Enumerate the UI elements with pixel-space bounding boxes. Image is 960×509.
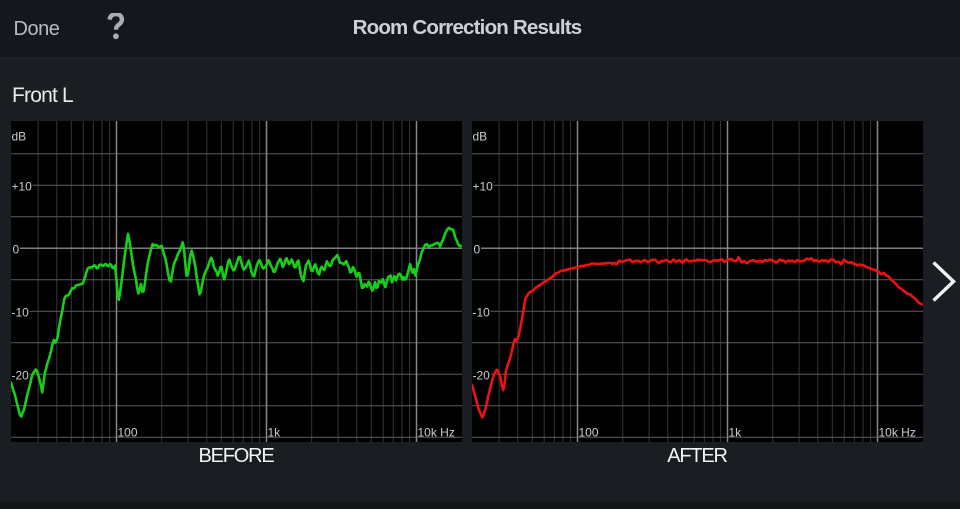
svg-text:-20: -20 bbox=[472, 368, 490, 382]
svg-text:dB: dB bbox=[11, 130, 26, 144]
svg-text:100: 100 bbox=[578, 426, 598, 440]
svg-text:-10: -10 bbox=[11, 305, 29, 319]
svg-text:0: 0 bbox=[12, 242, 19, 256]
svg-text:+10: +10 bbox=[11, 179, 32, 193]
svg-text:-10: -10 bbox=[472, 305, 490, 319]
svg-text:-20: -20 bbox=[11, 368, 29, 382]
svg-text:0: 0 bbox=[473, 242, 480, 256]
svg-text:dB: dB bbox=[472, 130, 487, 144]
svg-text:+10: +10 bbox=[472, 179, 493, 193]
svg-text:100: 100 bbox=[117, 426, 137, 440]
svg-text:1k: 1k bbox=[267, 426, 281, 440]
svg-text:10k Hz: 10k Hz bbox=[878, 426, 915, 440]
svg-text:1k: 1k bbox=[728, 426, 742, 440]
svg-text:10k Hz: 10k Hz bbox=[417, 426, 454, 440]
